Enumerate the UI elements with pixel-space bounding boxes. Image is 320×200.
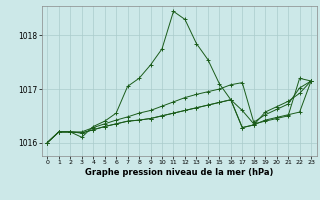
X-axis label: Graphe pression niveau de la mer (hPa): Graphe pression niveau de la mer (hPa) — [85, 168, 273, 177]
